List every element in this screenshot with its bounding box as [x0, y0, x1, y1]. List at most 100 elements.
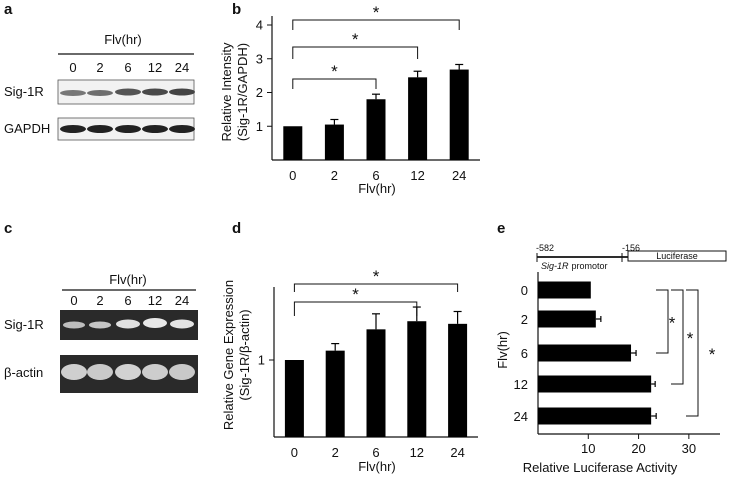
row-label-sig1r: Sig-1R	[4, 84, 44, 99]
significance-bracket	[656, 289, 669, 354]
lane-label: 6	[124, 293, 131, 308]
band	[142, 125, 168, 133]
lane-label: 0	[70, 293, 77, 308]
panel-b-ylabel-1: Relative Intensity	[219, 42, 234, 141]
panel-e: e -582 -156 Luciferase Sig-1R promotor Fl…	[495, 220, 727, 475]
panel-a-title: Flv(hr)	[104, 32, 142, 47]
lane-label: 24	[175, 60, 189, 75]
panel-a-lane-labels: 0 2 6 12 24	[69, 60, 189, 75]
lane-label: 24	[175, 293, 189, 308]
band	[169, 364, 195, 380]
panel-c-title: Flv(hr)	[109, 272, 147, 287]
lane-label: 0	[69, 60, 76, 75]
bar	[538, 344, 632, 362]
band	[87, 125, 113, 133]
band	[169, 88, 195, 96]
panel-d-ylabel-1: Relative Gene Expression	[221, 280, 236, 430]
bar	[325, 350, 345, 437]
panel-b: b Relative Intensity (Sig-1R/GAPDH) Flv(…	[219, 1, 480, 196]
x-tick-label: 30	[682, 441, 696, 456]
panel-e-letter: e	[497, 220, 505, 237]
y-tick-label: 3	[256, 51, 263, 66]
significance-star: *	[352, 30, 359, 49]
panel-b-ylabel-2: (Sig-1R/GAPDH)	[235, 43, 250, 141]
lane-label: 6	[124, 60, 131, 75]
promotor-gene: Sig-1R	[541, 261, 569, 271]
lane-label: 12	[148, 60, 162, 75]
significance-bracket	[671, 289, 684, 385]
band	[142, 88, 168, 96]
bar	[366, 99, 386, 160]
row-label-gapdh: GAPDH	[4, 121, 50, 136]
band	[87, 364, 113, 380]
y-tick-label: 6	[521, 346, 528, 361]
panel-d-xlabel: Flv(hr)	[358, 459, 396, 474]
panel-d: d Relative Gene Expression (Sig-1R/β-act…	[221, 220, 478, 474]
band	[142, 364, 168, 380]
bar	[283, 126, 303, 160]
x-tick-label: 20	[631, 441, 645, 456]
x-tick-label: 6	[372, 445, 379, 460]
band	[115, 364, 141, 380]
significance-star: *	[669, 314, 676, 333]
panel-d-ylabel-2: (Sig-1R/β-actin)	[237, 309, 252, 400]
band	[115, 88, 141, 96]
x-tick-label: 10	[581, 441, 595, 456]
band	[115, 125, 141, 133]
significance-star: *	[709, 345, 716, 364]
significance-star: *	[331, 62, 338, 81]
x-tick-label: 0	[291, 445, 298, 460]
x-tick-label: 24	[452, 168, 466, 183]
y-tick-label: 4	[256, 18, 263, 33]
chart-e: 10 20 30 0 2 6 12 24 * * *	[514, 272, 720, 456]
row-label-beta-actin: β-actin	[4, 365, 43, 380]
y-tick-label: 2	[521, 312, 528, 327]
significance-bracket	[686, 289, 699, 417]
band	[63, 321, 85, 329]
panel-b-xlabel: Flv(hr)	[358, 181, 396, 196]
bar	[538, 375, 652, 393]
significance-star: *	[687, 329, 694, 348]
promotor-label: Sig-1R promotor	[541, 261, 608, 271]
panel-c-lane-labels: 0 2 6 12 24	[70, 293, 189, 308]
y-tick-label: 1	[258, 353, 265, 368]
significance-star: *	[373, 267, 380, 286]
y-tick-label: 12	[514, 377, 528, 392]
bar	[538, 281, 591, 299]
luciferase-box	[627, 250, 727, 262]
y-tick-label: 24	[514, 409, 528, 424]
panel-b-letter: b	[232, 1, 241, 18]
band	[170, 319, 194, 329]
chart-d: 1 0 2 6 12 24 * *	[258, 267, 478, 460]
luciferase-label: Luciferase	[656, 251, 698, 261]
bar	[407, 321, 427, 437]
bar	[324, 124, 344, 160]
band	[116, 319, 140, 329]
band	[61, 364, 87, 380]
bar	[284, 360, 304, 437]
significance-bracket	[292, 78, 377, 89]
x-tick-label: 2	[331, 168, 338, 183]
significance-star: *	[373, 3, 380, 22]
x-tick-label: 0	[289, 168, 296, 183]
band	[89, 321, 111, 329]
x-tick-label: 12	[410, 445, 424, 460]
lane-label: 2	[96, 293, 103, 308]
significance-bracket	[292, 46, 419, 59]
panel-c-letter: c	[4, 220, 12, 237]
bar	[449, 69, 469, 160]
construct-end-label: -156	[622, 243, 640, 253]
lane-label: 2	[96, 60, 103, 75]
bar	[538, 310, 596, 328]
band	[87, 90, 113, 96]
band	[169, 125, 195, 133]
band	[60, 125, 86, 133]
x-tick-label: 12	[410, 168, 424, 183]
panel-e-xlabel: Relative Luciferase Activity	[523, 460, 678, 475]
row-label-sig1r: Sig-1R	[4, 317, 44, 332]
panel-d-letter: d	[232, 220, 241, 237]
significance-bracket	[293, 301, 418, 316]
bar	[408, 77, 428, 160]
